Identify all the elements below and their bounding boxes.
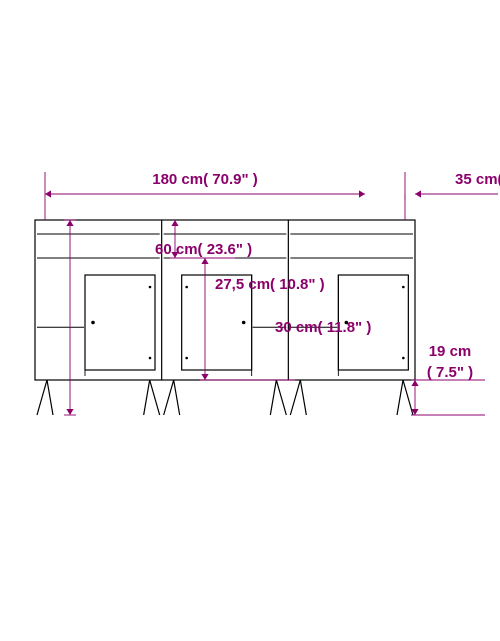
legs (290, 380, 413, 415)
module-1 (37, 220, 162, 415)
dim-19-a: 19 cm (429, 343, 472, 360)
dim-width-180: 180 cm( 70.9" ) (152, 171, 258, 188)
door (85, 275, 155, 370)
dim-19-b: ( 7.5" ) (427, 364, 473, 381)
dim-275: 27,5 cm( 10.8" ) (215, 276, 325, 293)
door-handle (91, 321, 95, 325)
dimensions: 180 cm( 70.9" ) 35 cm( 1 60 cm( 23.6" ) 27,… (45, 171, 500, 415)
dim-30: 30 cm( 11.8" ) (275, 319, 371, 336)
legs (37, 380, 160, 415)
dim-depth-35: 35 cm( 1 (455, 171, 500, 188)
dim-height-60: 60 cm( 23.6" ) (155, 241, 252, 258)
door-handle (242, 321, 246, 325)
legs (164, 380, 287, 415)
